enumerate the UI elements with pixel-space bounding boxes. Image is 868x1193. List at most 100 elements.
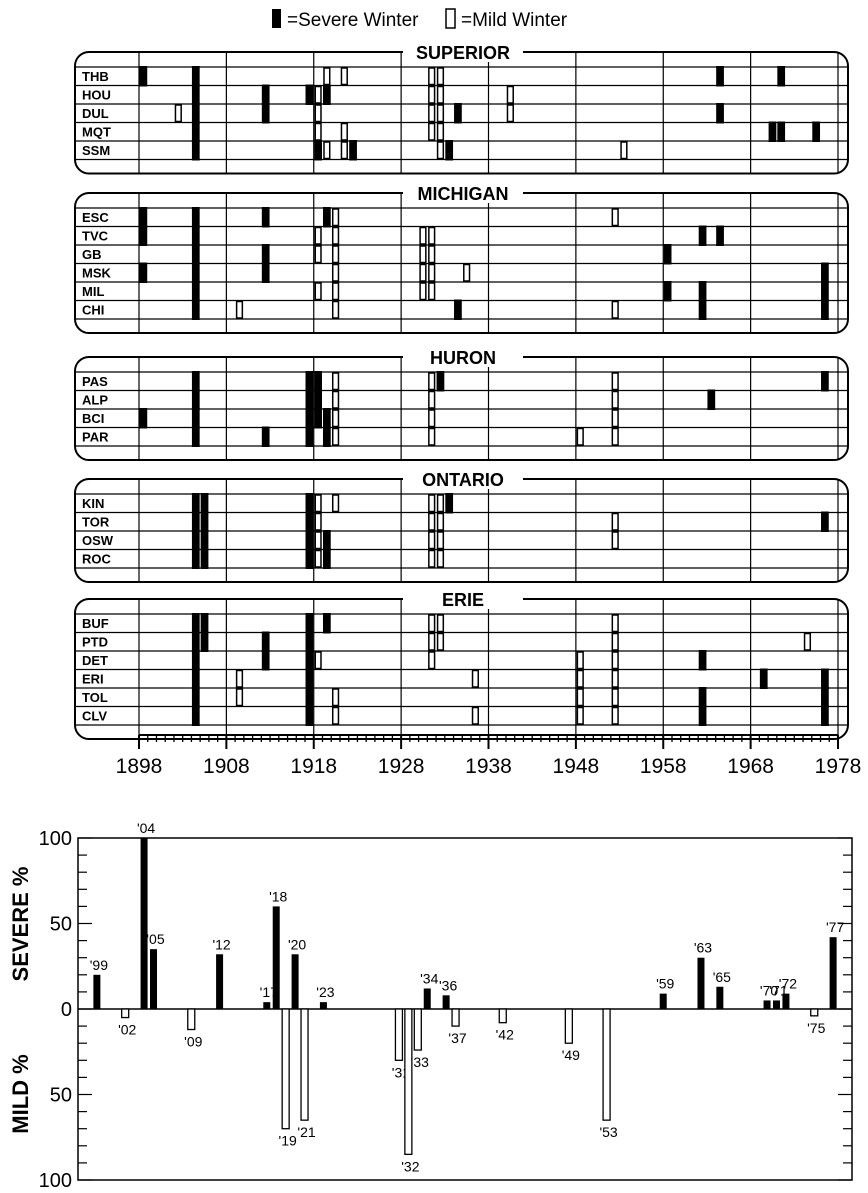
severity-bar-chart: 100 50 0 50 100 SEVERE % MILD % '99 '02 '04 '05 '09… [8, 820, 853, 1192]
bar-1965 [716, 986, 724, 1009]
bar-label-1975: '75 [807, 1020, 825, 1036]
mild-mark-ptd-1931 [428, 632, 436, 651]
mild-mark-kin-1932 [436, 494, 445, 513]
severe-mark-osw-1904 [191, 530, 200, 551]
panel-title-bg [403, 183, 523, 203]
y-tick-label: 0 [61, 999, 72, 1021]
mild-mark-dul-1902 [174, 104, 182, 123]
mild-mark-ssm-1921 [340, 141, 348, 160]
mild-mark-tvc-1918 [314, 226, 322, 245]
mild-mark-ptd-1974 [803, 632, 812, 651]
severe-mark-tvc-1962 [698, 225, 707, 246]
mild-mark-roc-1931 [428, 549, 436, 568]
severe-mark-hou-1919 [322, 84, 331, 105]
severe-mark-dul-1912 [261, 103, 270, 124]
mild-mark-msk-1920 [331, 263, 340, 282]
panel-title: HURON [430, 348, 496, 368]
year-tick-label: 1948 [553, 755, 600, 778]
station-label-osw: OSW [82, 533, 114, 548]
mild-mark-thb-1921 [340, 67, 348, 86]
bar-label-1949: '49 [562, 1047, 580, 1063]
bar-1970 [763, 1000, 771, 1009]
bar-label-1970: '70 [760, 982, 778, 998]
severe-mark-bci-1904 [191, 408, 200, 429]
station-label-gb: GB [82, 247, 102, 262]
severe-mark-mil-1904 [191, 281, 200, 302]
severe-mark-tol-1962 [698, 687, 707, 708]
severe-mark-par-1919 [322, 426, 331, 447]
bar-label-1934: '34 [420, 970, 438, 986]
severe-mark-gb-1904 [191, 244, 200, 265]
mild-mark-bci-1952 [611, 409, 619, 428]
mild-mark-eri-1909 [235, 669, 244, 688]
mild-mark-roc-1918 [314, 549, 322, 568]
bar-1920 [291, 954, 299, 1009]
bar-label-1923: '23 [316, 984, 334, 1000]
mild-mark-tvc-1920 [331, 226, 340, 245]
y-tick-label: 100 [39, 828, 72, 850]
panel-title: ERIE [442, 590, 484, 610]
mild-mark-chi-1952 [611, 300, 619, 319]
severe-mark-bci-1898 [139, 408, 148, 429]
mild-mark-tor-1918 [314, 512, 322, 531]
severe-mark-ssm-1918 [314, 140, 322, 161]
severe-mark-eri-1917 [305, 668, 314, 689]
severe-mark-msk-1898 [139, 262, 148, 283]
severe-mark-det-1962 [698, 650, 707, 671]
bar-1932 [404, 1008, 413, 1156]
severe-mark-mqt-1970 [768, 121, 777, 142]
severe-mark-pas-1918 [314, 371, 322, 392]
severe-mark-roc-1919 [322, 548, 331, 569]
severe-mark-tor-1904 [191, 511, 200, 532]
mild-mark-alp-1952 [611, 390, 619, 409]
year-tick-label: 1928 [378, 755, 425, 778]
bar-1909 [187, 1008, 196, 1031]
bar-label-1942: '42 [496, 1027, 514, 1043]
mild-mark-eri-1948 [576, 669, 584, 688]
legend-severe-swatch [272, 9, 281, 28]
severe-mark-par-1917 [305, 426, 314, 447]
bar-label-1904: '04 [137, 820, 155, 836]
station-label-esc: ESC [82, 210, 109, 225]
severe-mark-alp-1963 [707, 389, 716, 410]
mild-mark-par-1931 [428, 427, 436, 446]
bar-1971 [772, 1000, 780, 1009]
severe-mark-clv-1976 [821, 705, 829, 726]
bar-1917 [263, 1002, 271, 1009]
severe-mark-buf-1919 [322, 613, 331, 634]
severe-mark-pas-1904 [191, 371, 200, 392]
severe-mark-tol-1976 [821, 687, 829, 708]
severe-mark-thb-1904 [191, 66, 200, 87]
mild-mark-gb-1918 [314, 245, 322, 264]
station-label-par: PAR [82, 430, 109, 445]
station-label-roc: ROC [82, 552, 112, 567]
severe-mark-chi-1976 [821, 299, 829, 320]
year-tick-label: 1898 [116, 755, 163, 778]
severe-mark-tvc-1904 [191, 225, 200, 246]
bar-1923 [319, 1002, 327, 1009]
bar-label-1963: '63 [694, 940, 712, 956]
mild-mark-msk-1935 [463, 263, 471, 282]
severe-mark-tor-1976 [821, 511, 829, 532]
severe-mark-msk-1912 [261, 262, 270, 283]
mild-mark-mqt-1921 [340, 122, 348, 141]
severe-mark-det-1917 [305, 650, 314, 671]
bar-1937 [451, 1008, 460, 1027]
mild-mark-ssm-1932 [436, 141, 445, 160]
severe-mark-osw-1917 [305, 530, 314, 551]
bar-1942 [498, 1008, 507, 1024]
mild-mark-eri-1936 [471, 669, 480, 688]
station-label-hou: HOU [82, 88, 111, 103]
station-label-buf: BUF [82, 616, 109, 631]
mild-mark-eri-1952 [611, 669, 619, 688]
bar-label-1921: '21 [297, 1124, 315, 1140]
station-label-det: DET [82, 653, 108, 668]
legend-mild-swatch [445, 8, 456, 29]
bar-label-1919: '19 [279, 1133, 297, 1149]
bar-1902 [121, 1008, 130, 1019]
bar-label-1909: '09 [184, 1034, 202, 1050]
severe-mark-mil-1958 [663, 281, 672, 302]
bar-1899 [93, 974, 101, 1009]
severe-mark-tol-1904 [191, 687, 200, 708]
